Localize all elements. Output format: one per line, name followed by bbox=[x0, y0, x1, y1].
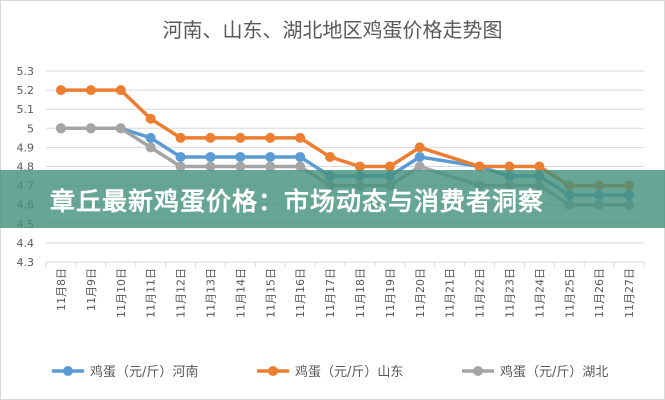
x-tick-label: 11月8日 bbox=[55, 268, 68, 311]
legend-marker bbox=[268, 366, 278, 376]
x-tick-label: 11月24日 bbox=[533, 268, 546, 318]
legend-label: 鸡蛋（元/斤）湖北 bbox=[500, 364, 608, 380]
x-tick-label: 11月15日 bbox=[264, 268, 277, 318]
x-tick-label: 11月12日 bbox=[175, 268, 188, 318]
data-point bbox=[474, 161, 485, 172]
data-point bbox=[414, 151, 425, 162]
data-point bbox=[145, 132, 156, 143]
y-tick-label: 5.1 bbox=[17, 103, 35, 116]
data-point bbox=[205, 151, 216, 162]
data-point bbox=[115, 123, 126, 134]
legend-marker bbox=[63, 366, 73, 376]
x-tick-label: 11月26日 bbox=[593, 268, 606, 318]
x-tick-label: 11月11日 bbox=[145, 268, 158, 318]
data-point bbox=[115, 85, 126, 96]
legend-marker bbox=[473, 366, 483, 376]
x-tick-label: 11月10日 bbox=[115, 268, 128, 318]
data-point bbox=[85, 123, 96, 134]
data-point bbox=[55, 123, 66, 134]
data-point bbox=[295, 161, 306, 172]
data-point bbox=[175, 161, 186, 172]
data-point bbox=[175, 151, 186, 162]
x-tick-label: 11月23日 bbox=[503, 268, 516, 318]
data-point bbox=[235, 161, 246, 172]
data-point bbox=[295, 151, 306, 162]
data-point bbox=[55, 85, 66, 96]
x-tick-label: 11月27日 bbox=[623, 268, 636, 318]
data-point bbox=[145, 113, 156, 124]
x-tick-label: 11月18日 bbox=[354, 268, 367, 318]
data-point bbox=[354, 161, 365, 172]
data-point bbox=[175, 132, 186, 143]
y-tick-label: 5 bbox=[27, 122, 34, 135]
data-point bbox=[414, 142, 425, 153]
data-point bbox=[85, 85, 96, 96]
data-point bbox=[295, 132, 306, 143]
y-tick-label: 5.2 bbox=[17, 84, 35, 97]
data-point bbox=[205, 161, 216, 172]
legend-label: 鸡蛋（元/斤）河南 bbox=[90, 364, 198, 380]
data-point bbox=[265, 132, 276, 143]
data-point bbox=[265, 151, 276, 162]
x-tick-label: 11月21日 bbox=[444, 268, 457, 318]
data-point bbox=[235, 151, 246, 162]
x-tick-label: 11月25日 bbox=[563, 268, 576, 318]
y-tick-label: 4.4 bbox=[17, 237, 35, 250]
y-tick-label: 5.3 bbox=[17, 65, 35, 78]
x-tick-label: 11月17日 bbox=[324, 268, 337, 318]
headline-text: 章丘最新鸡蛋价格：市场动态与消费者洞察 bbox=[50, 187, 545, 216]
y-tick-label: 4.9 bbox=[17, 141, 35, 154]
data-point bbox=[384, 161, 395, 172]
legend-label: 鸡蛋（元/斤）山东 bbox=[295, 364, 403, 380]
y-tick-label: 4.3 bbox=[17, 256, 35, 269]
data-point bbox=[145, 142, 156, 153]
data-point bbox=[265, 161, 276, 172]
data-point bbox=[504, 161, 515, 172]
data-point bbox=[235, 132, 246, 143]
data-point bbox=[325, 151, 336, 162]
x-tick-label: 11月13日 bbox=[204, 268, 217, 318]
headline-banner: 章丘最新鸡蛋价格：市场动态与消费者洞察 bbox=[0, 170, 665, 228]
x-tick-label: 11月19日 bbox=[384, 268, 397, 318]
data-point bbox=[534, 161, 545, 172]
x-tick-label: 11月16日 bbox=[294, 268, 307, 318]
chart-title: 河南、山东、湖北地区鸡蛋价格走势图 bbox=[162, 18, 503, 42]
x-tick-label: 11月14日 bbox=[234, 268, 247, 318]
x-tick-label: 11月20日 bbox=[414, 268, 427, 318]
x-tick-label: 11月9日 bbox=[85, 268, 98, 311]
data-point bbox=[205, 132, 216, 143]
data-point bbox=[414, 161, 425, 172]
x-tick-label: 11月22日 bbox=[474, 268, 487, 318]
